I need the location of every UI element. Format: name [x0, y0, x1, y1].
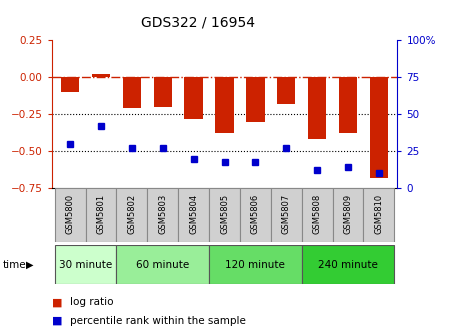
Text: GSM5809: GSM5809: [343, 194, 352, 234]
Text: 30 minute: 30 minute: [59, 260, 112, 269]
Bar: [370, 77, 388, 178]
Bar: [92, 74, 110, 77]
Bar: [178, 188, 209, 242]
Bar: [271, 188, 302, 242]
Text: 120 minute: 120 minute: [225, 260, 285, 269]
Text: GSM5802: GSM5802: [128, 194, 136, 234]
Text: GSM5810: GSM5810: [374, 194, 383, 234]
Bar: [302, 245, 394, 284]
Text: GDS322 / 16954: GDS322 / 16954: [141, 15, 255, 29]
Bar: [277, 77, 295, 104]
Bar: [123, 77, 141, 108]
Bar: [61, 77, 79, 92]
Text: GSM5808: GSM5808: [313, 194, 321, 234]
Bar: [209, 188, 240, 242]
Text: log ratio: log ratio: [70, 297, 113, 307]
Text: GSM5806: GSM5806: [251, 194, 260, 234]
Bar: [154, 77, 172, 107]
Text: GSM5803: GSM5803: [158, 194, 167, 234]
Bar: [215, 77, 234, 133]
Bar: [246, 77, 264, 122]
Text: ■: ■: [52, 297, 62, 307]
Text: percentile rank within the sample: percentile rank within the sample: [70, 316, 246, 326]
Bar: [302, 188, 333, 242]
Text: GSM5805: GSM5805: [220, 194, 229, 234]
Bar: [240, 188, 271, 242]
Bar: [333, 188, 363, 242]
Text: GSM5807: GSM5807: [282, 194, 291, 234]
Text: 60 minute: 60 minute: [136, 260, 189, 269]
Bar: [185, 77, 203, 119]
Text: time: time: [2, 260, 26, 269]
Bar: [116, 188, 147, 242]
Bar: [339, 77, 357, 133]
Bar: [86, 188, 116, 242]
Text: GSM5800: GSM5800: [66, 194, 75, 234]
Bar: [116, 245, 209, 284]
Text: GSM5804: GSM5804: [189, 194, 198, 234]
Text: GSM5801: GSM5801: [97, 194, 106, 234]
Bar: [209, 245, 302, 284]
Text: ■: ■: [52, 316, 62, 326]
Bar: [55, 188, 86, 242]
Bar: [363, 188, 394, 242]
Bar: [147, 188, 178, 242]
Bar: [308, 77, 326, 139]
Text: 240 minute: 240 minute: [318, 260, 378, 269]
Bar: [55, 245, 116, 284]
Text: ▶: ▶: [26, 260, 34, 269]
